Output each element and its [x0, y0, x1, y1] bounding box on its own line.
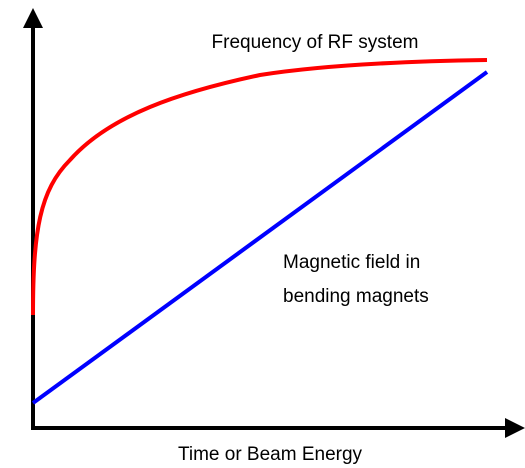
magnetic-field-label: bending magnets [283, 286, 429, 307]
magnetic-field-label: Magnetic field in [283, 252, 420, 273]
rf-frequency-curve [31, 58, 488, 316]
magnetic-field-line [31, 70, 489, 405]
x-axis-arrow [505, 418, 525, 438]
rf-frequency-label: Frequency of RF system [212, 32, 419, 53]
y-axis-arrow [23, 8, 43, 28]
x-axis-label: Time or Beam Energy [178, 444, 363, 465]
